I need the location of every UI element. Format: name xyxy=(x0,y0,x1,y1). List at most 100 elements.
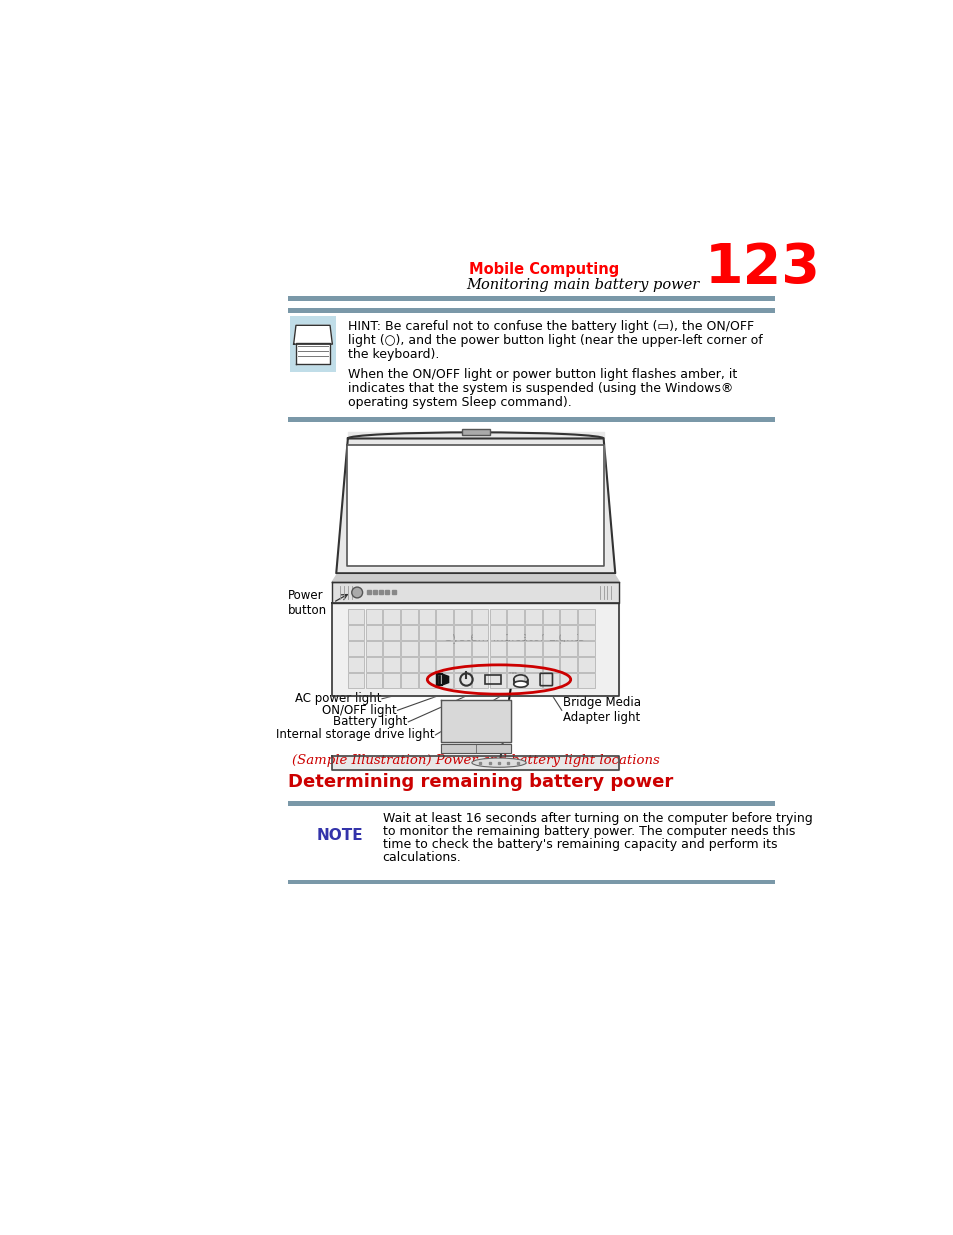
Bar xyxy=(348,641,364,656)
Bar xyxy=(454,641,470,656)
Bar xyxy=(400,657,417,672)
Bar xyxy=(507,641,523,656)
Bar xyxy=(461,430,489,436)
Bar xyxy=(436,625,453,640)
Bar xyxy=(559,657,577,672)
Bar xyxy=(472,657,488,672)
Bar xyxy=(383,609,399,624)
Text: Wait at least 16 seconds after turning on the computer before trying: Wait at least 16 seconds after turning o… xyxy=(382,811,812,825)
Text: ON/OFF light: ON/OFF light xyxy=(321,704,396,716)
Text: Determining remaining battery power: Determining remaining battery power xyxy=(288,773,673,790)
Bar xyxy=(559,641,577,656)
Bar xyxy=(365,641,382,656)
Text: When the ON/OFF light or power button light flashes amber, it: When the ON/OFF light or power button li… xyxy=(348,368,737,382)
Bar xyxy=(524,641,541,656)
Bar xyxy=(436,673,453,688)
Bar xyxy=(288,296,774,300)
Bar xyxy=(348,657,364,672)
Polygon shape xyxy=(332,756,618,769)
Bar xyxy=(365,609,382,624)
Bar xyxy=(559,625,577,640)
Bar xyxy=(578,657,594,672)
Bar xyxy=(472,609,488,624)
Text: operating system Sleep command).: operating system Sleep command). xyxy=(348,395,571,409)
Bar xyxy=(578,641,594,656)
Polygon shape xyxy=(440,699,510,742)
Bar xyxy=(436,657,453,672)
Polygon shape xyxy=(332,603,618,695)
Polygon shape xyxy=(332,576,618,582)
Bar xyxy=(454,625,470,640)
Bar xyxy=(290,316,335,372)
Bar xyxy=(489,657,506,672)
Bar xyxy=(348,673,364,688)
Bar xyxy=(472,625,488,640)
Bar xyxy=(365,673,382,688)
Text: 123: 123 xyxy=(704,241,820,295)
Bar xyxy=(418,657,435,672)
Bar xyxy=(418,625,435,640)
Bar xyxy=(365,657,382,672)
Bar xyxy=(542,673,558,688)
Text: the keyboard).: the keyboard). xyxy=(348,348,438,361)
Bar xyxy=(559,609,577,624)
Bar xyxy=(489,625,506,640)
Bar xyxy=(524,609,541,624)
Bar xyxy=(288,417,774,421)
Bar xyxy=(400,641,417,656)
Bar xyxy=(484,674,500,684)
Bar xyxy=(400,673,417,688)
Bar xyxy=(288,309,774,312)
Bar xyxy=(524,657,541,672)
Bar xyxy=(489,641,506,656)
Bar xyxy=(365,625,382,640)
Text: calculations.: calculations. xyxy=(382,851,461,863)
Bar xyxy=(472,641,488,656)
Bar xyxy=(436,641,453,656)
Bar xyxy=(578,673,594,688)
Bar xyxy=(489,609,506,624)
Polygon shape xyxy=(347,445,604,567)
Bar xyxy=(524,673,541,688)
Bar xyxy=(418,609,435,624)
Polygon shape xyxy=(440,745,510,753)
Bar xyxy=(507,609,523,624)
Polygon shape xyxy=(294,325,332,345)
Text: (Sample Illustration) Power and battery light locations: (Sample Illustration) Power and battery … xyxy=(292,753,659,767)
Bar xyxy=(524,625,541,640)
Text: System Indicator Lights: System Indicator Lights xyxy=(444,631,583,645)
Bar xyxy=(500,677,502,682)
Text: indicates that the system is suspended (using the Windows®: indicates that the system is suspended (… xyxy=(348,382,733,395)
Bar xyxy=(454,609,470,624)
Bar xyxy=(472,673,488,688)
Text: Bridge Media
Adapter light: Bridge Media Adapter light xyxy=(562,697,640,724)
Bar xyxy=(489,673,506,688)
Bar xyxy=(542,609,558,624)
Bar xyxy=(578,609,594,624)
Bar xyxy=(383,673,399,688)
Text: Internal storage drive light: Internal storage drive light xyxy=(275,729,435,741)
Text: AC power light: AC power light xyxy=(294,693,381,705)
Bar xyxy=(383,657,399,672)
Polygon shape xyxy=(335,438,615,573)
Ellipse shape xyxy=(513,680,527,687)
Bar xyxy=(348,609,364,624)
Polygon shape xyxy=(442,674,448,685)
Bar xyxy=(348,625,364,640)
Bar xyxy=(542,641,558,656)
Bar xyxy=(542,625,558,640)
Polygon shape xyxy=(295,342,330,364)
Text: time to check the battery's remaining capacity and perform its: time to check the battery's remaining ca… xyxy=(382,837,777,851)
Text: NOTE: NOTE xyxy=(316,829,363,844)
Bar xyxy=(418,673,435,688)
Text: Mobile Computing: Mobile Computing xyxy=(468,262,618,278)
Bar xyxy=(383,641,399,656)
Text: Power
button: Power button xyxy=(288,589,327,616)
Bar xyxy=(400,625,417,640)
Circle shape xyxy=(352,587,362,598)
Text: to monitor the remaining battery power. The computer needs this: to monitor the remaining battery power. … xyxy=(382,825,794,837)
Bar xyxy=(288,802,774,805)
Text: light (○), and the power button light (near the upper-left corner of: light (○), and the power button light (n… xyxy=(348,335,761,347)
Bar xyxy=(383,625,399,640)
Bar xyxy=(578,625,594,640)
